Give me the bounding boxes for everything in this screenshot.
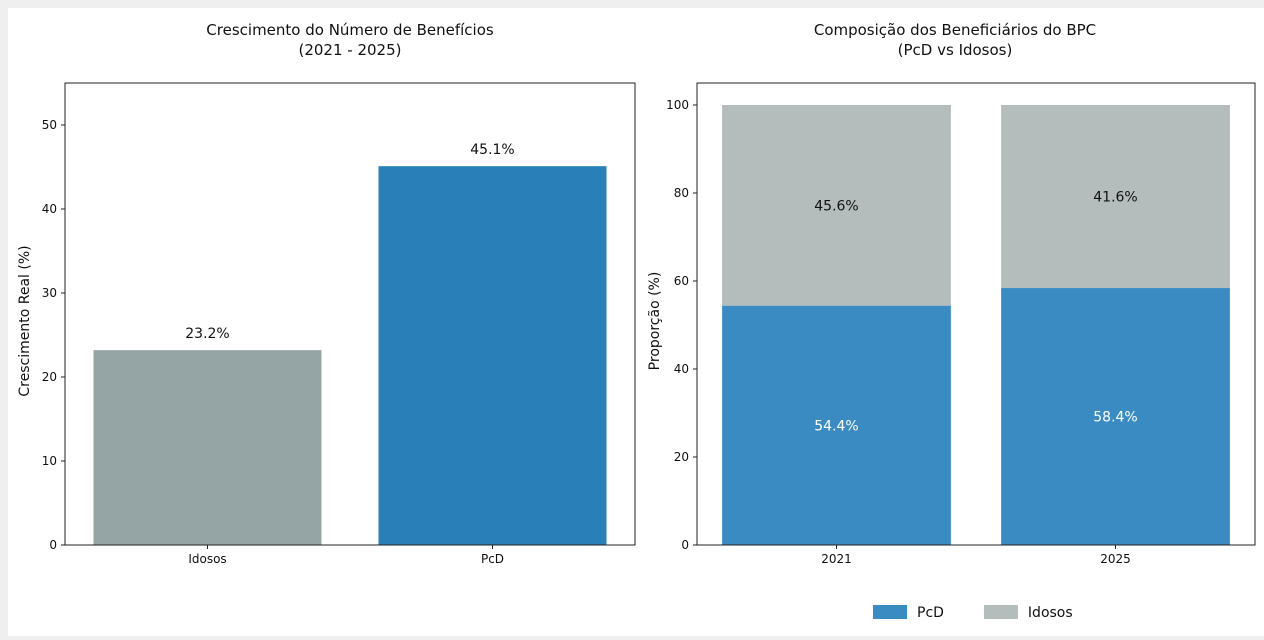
chart1-bar-pcd (378, 166, 607, 545)
chart1-title: Crescimento do Número de Benefícios (206, 21, 494, 39)
chart2-y-tick-label: 0 (681, 538, 689, 552)
chart2-value-label: 54.4% (814, 418, 858, 434)
chart2-y-tick-label: 100 (666, 98, 689, 112)
chart2-x-tick-label: 2025 (1100, 552, 1131, 566)
chart1-x-tick-label: Idosos (188, 552, 226, 566)
charts-canvas: Crescimento do Número de Benefícios (202… (17, 21, 1256, 621)
chart1-plot-frame (64, 82, 636, 546)
chart2-y-tick-label: 40 (674, 362, 689, 376)
chart1-y-tick-label: 50 (42, 118, 57, 132)
chart1-bar-idosos (93, 350, 322, 545)
chart2-plot-frame (696, 82, 1256, 546)
chart2-bar-pcd-2025 (1001, 288, 1230, 545)
chart1-subtitle: (2021 - 2025) (298, 41, 401, 59)
legend-label-pcd: PcD (917, 605, 944, 621)
chart1-value-label: 45.1% (470, 142, 514, 158)
chart1-y-tick-label: 40 (42, 202, 57, 216)
chart2-bar-idosos-2025 (1001, 105, 1230, 289)
chart-growth: Crescimento do Número de Benefícios (202… (17, 21, 636, 566)
chart1-y-tick-label: 30 (42, 286, 57, 300)
chart1-y-tick-label: 20 (42, 370, 57, 384)
chart2-y-tick-label: 80 (674, 186, 689, 200)
chart2-value-label: 41.6% (1093, 190, 1137, 206)
legend-swatch-idosos (983, 605, 1018, 619)
chart1-y-tick-label: 0 (49, 538, 57, 552)
chart1-y-axis-label: Crescimento Real (%) (17, 245, 33, 396)
chart1-y-tick-label: 10 (42, 454, 57, 468)
chart2-subtitle: (PcD vs Idosos) (898, 41, 1013, 59)
chart2-y-tick-label: 20 (674, 450, 689, 464)
chart-composition: Composição dos Beneficiários do BPC (PcD… (647, 21, 1256, 621)
chart2-bar-pcd-2021 (722, 305, 951, 545)
chart2-y-axis-label: Proporção (%) (647, 272, 663, 371)
chart2-y-tick-label: 60 (674, 274, 689, 288)
chart2-value-label: 58.4% (1093, 410, 1137, 426)
figure: Crescimento do Número de Benefícios (202… (8, 8, 1264, 636)
legend-label-idosos: Idosos (1028, 605, 1073, 621)
chart2-value-label: 45.6% (814, 198, 858, 214)
chart1-x-tick-label: PcD (481, 552, 504, 566)
chart2-bar-idosos-2021 (722, 105, 951, 306)
chart2-x-tick-label: 2021 (821, 552, 852, 566)
chart1-value-label: 23.2% (185, 326, 229, 342)
legend-swatch-pcd (873, 605, 907, 619)
chart2-title: Composição dos Beneficiários do BPC (814, 21, 1096, 39)
